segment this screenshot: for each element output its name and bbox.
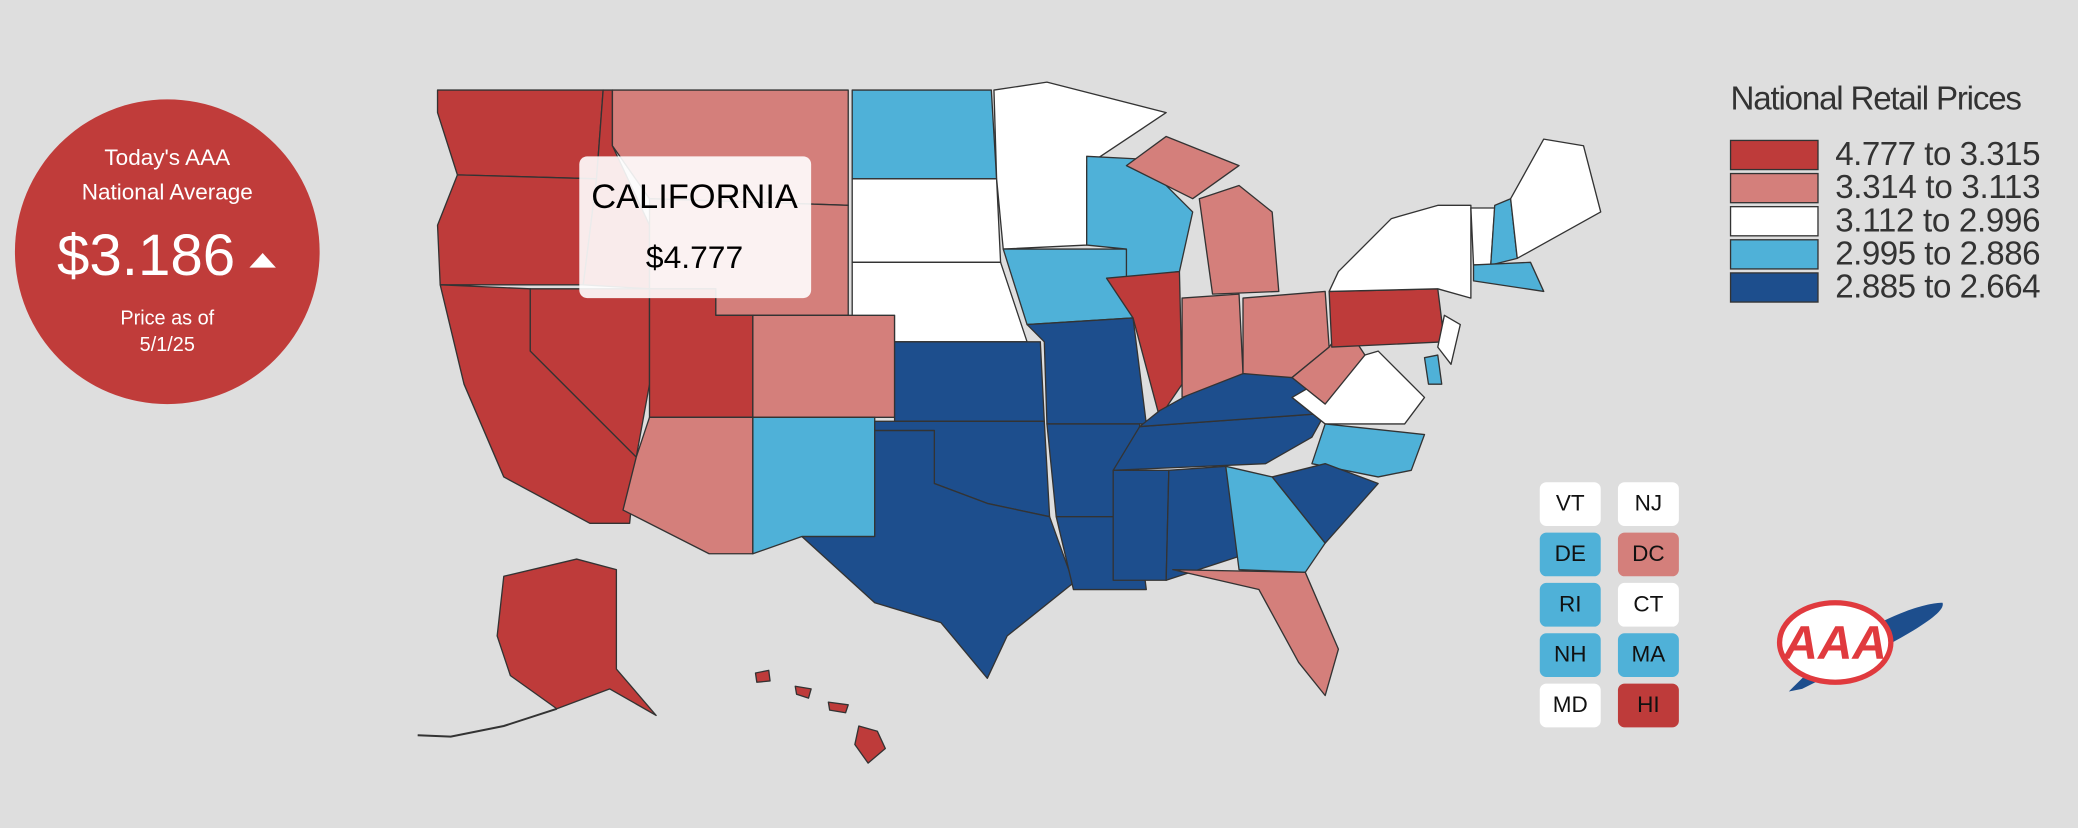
- badge-date: 5/1/25: [140, 334, 195, 356]
- state[interactable]: [1198, 184, 1280, 295]
- state[interactable]: [496, 558, 657, 717]
- legend-swatch: [1729, 272, 1819, 303]
- badge-heading: National Average: [82, 179, 253, 204]
- state[interactable]: [1105, 270, 1183, 418]
- legend-label: 2.885 to 2.664: [1835, 269, 2040, 306]
- national-average-badge: [14, 99, 320, 405]
- legend-swatch: [1729, 139, 1819, 171]
- tooltip-price: $4.777: [646, 239, 743, 275]
- state-box-label: DE: [1555, 541, 1586, 566]
- tooltip-state: CALIFORNIA: [591, 178, 798, 216]
- legend-swatch: [1729, 206, 1819, 237]
- state[interactable]: [1423, 354, 1443, 385]
- state[interactable]: [1328, 204, 1472, 299]
- small-states: VT NJ DE DC RI CT NH MA MD HI: [1539, 482, 1679, 728]
- state-box[interactable]: [1539, 582, 1601, 627]
- aleutian-islands: [417, 707, 558, 738]
- state[interactable]: [1311, 423, 1426, 478]
- state[interactable]: [1125, 135, 1240, 200]
- legend-swatch: [1729, 239, 1819, 270]
- legend-label: 3.314 to 3.113: [1835, 169, 2040, 206]
- state[interactable]: [752, 416, 876, 555]
- state[interactable]: [436, 89, 604, 180]
- state[interactable]: [1437, 314, 1461, 365]
- state[interactable]: [851, 89, 998, 180]
- state-box[interactable]: [1617, 532, 1679, 577]
- state-box-label: HI: [1637, 692, 1660, 717]
- state-box-label: MA: [1632, 642, 1666, 667]
- legend-title: National Retail Prices: [1731, 80, 2022, 117]
- state[interactable]: [1112, 469, 1170, 581]
- aaa-logo: AAA: [1776, 600, 1943, 692]
- state-box-label: RI: [1559, 591, 1582, 616]
- state[interactable]: [893, 341, 1045, 422]
- trend-up-icon: [249, 253, 276, 268]
- state[interactable]: [1225, 465, 1326, 573]
- state-box[interactable]: [1539, 683, 1601, 728]
- state-box-label: CT: [1633, 591, 1663, 616]
- state[interactable]: [851, 178, 1002, 263]
- state[interactable]: [436, 174, 598, 286]
- legend-swatch: [1729, 172, 1819, 204]
- us-map: [417, 81, 1602, 764]
- state[interactable]: [854, 725, 886, 764]
- legend-label: 2.995 to 2.886: [1835, 235, 2040, 272]
- state-box-label: NJ: [1635, 491, 1663, 516]
- state[interactable]: [1328, 288, 1446, 348]
- legend-label: 3.112 to 2.996: [1835, 202, 2040, 239]
- state[interactable]: [794, 685, 812, 699]
- state-box[interactable]: [1617, 683, 1679, 728]
- state-box[interactable]: [1539, 633, 1601, 677]
- state[interactable]: [1172, 569, 1340, 697]
- state[interactable]: [827, 701, 849, 714]
- state-box-label: NH: [1554, 642, 1587, 667]
- state[interactable]: [752, 314, 896, 418]
- badge-date: Price as of: [120, 308, 214, 330]
- legend-label: 4.777 to 3.315: [1835, 136, 2040, 173]
- badge-price: $3.186: [57, 223, 235, 288]
- state-box-label: VT: [1556, 491, 1585, 516]
- logo-oval: [1776, 600, 1894, 685]
- badge-heading: Today's AAA: [104, 145, 230, 170]
- state[interactable]: [1509, 138, 1602, 259]
- state[interactable]: [801, 429, 1075, 679]
- state-box[interactable]: [1539, 532, 1601, 577]
- tooltip: [579, 156, 812, 299]
- state[interactable]: [754, 669, 771, 683]
- logo-text: AAA: [1783, 617, 1887, 670]
- state-box[interactable]: [1617, 633, 1679, 677]
- state-box-label: DC: [1632, 541, 1665, 566]
- state-box[interactable]: [1617, 482, 1679, 526]
- state[interactable]: [1472, 261, 1545, 293]
- state-box[interactable]: [1539, 482, 1601, 526]
- state-box[interactable]: [1617, 582, 1679, 627]
- state-box-label: MD: [1553, 692, 1588, 717]
